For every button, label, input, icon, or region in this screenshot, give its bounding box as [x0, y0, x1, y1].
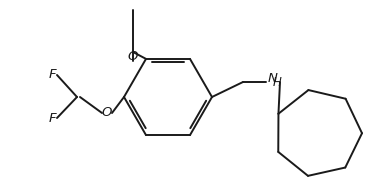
Text: O: O — [128, 49, 138, 62]
Text: F: F — [48, 68, 56, 81]
Text: N: N — [268, 72, 278, 85]
Text: H: H — [273, 75, 282, 88]
Text: O: O — [102, 107, 112, 120]
Text: F: F — [48, 112, 56, 125]
